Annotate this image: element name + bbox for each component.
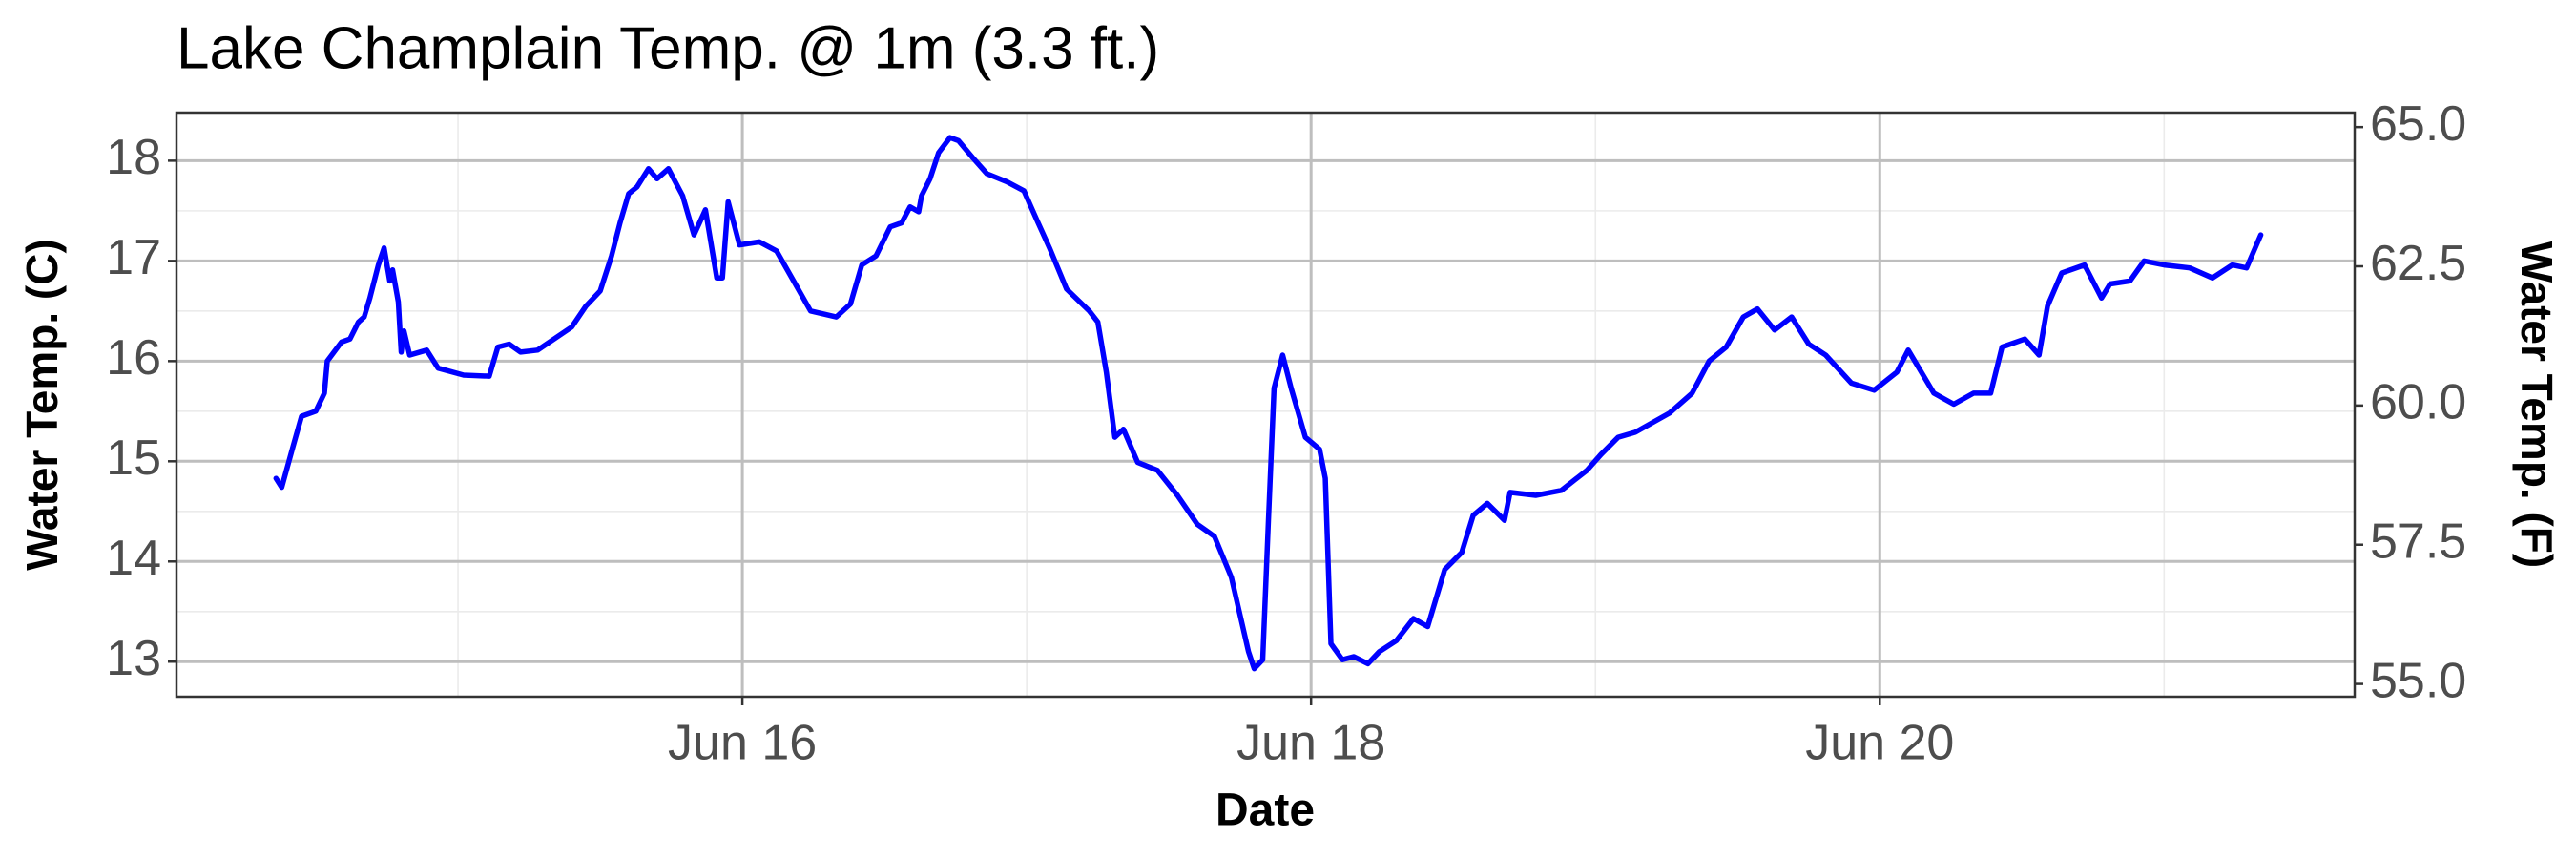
data-line (273, 135, 2264, 672)
y-tick-label: 16 (106, 330, 161, 386)
x-axis-label: Date (1215, 786, 1315, 836)
y2-tick-label: 60.0 (2370, 375, 2466, 430)
x-tick-label: Jun 20 (1805, 716, 1954, 771)
y-tick-label: 14 (106, 531, 161, 586)
y-axis-label: Water Temp. (C) (17, 239, 67, 571)
y-tick-label: 13 (106, 631, 161, 686)
y2-tick-label: 57.5 (2370, 513, 2466, 569)
y2-tick-label: 62.5 (2370, 236, 2466, 291)
y-tick-label: 17 (106, 230, 161, 285)
plot-border (175, 111, 2357, 699)
y-tick-label: 18 (106, 130, 161, 185)
x-tick-label: Jun 18 (1236, 716, 1385, 771)
y2-axis-label: Water Temp. (F) (2512, 241, 2562, 568)
x-tick-label: Jun 16 (668, 716, 817, 771)
chart-title: Lake Champlain Temp. @ 1m (3.3 ft.) (177, 15, 1159, 81)
y-tick-label: 15 (106, 430, 161, 486)
y2-tick-label: 65.0 (2370, 96, 2466, 152)
y2-tick-label: 55.0 (2370, 653, 2466, 708)
